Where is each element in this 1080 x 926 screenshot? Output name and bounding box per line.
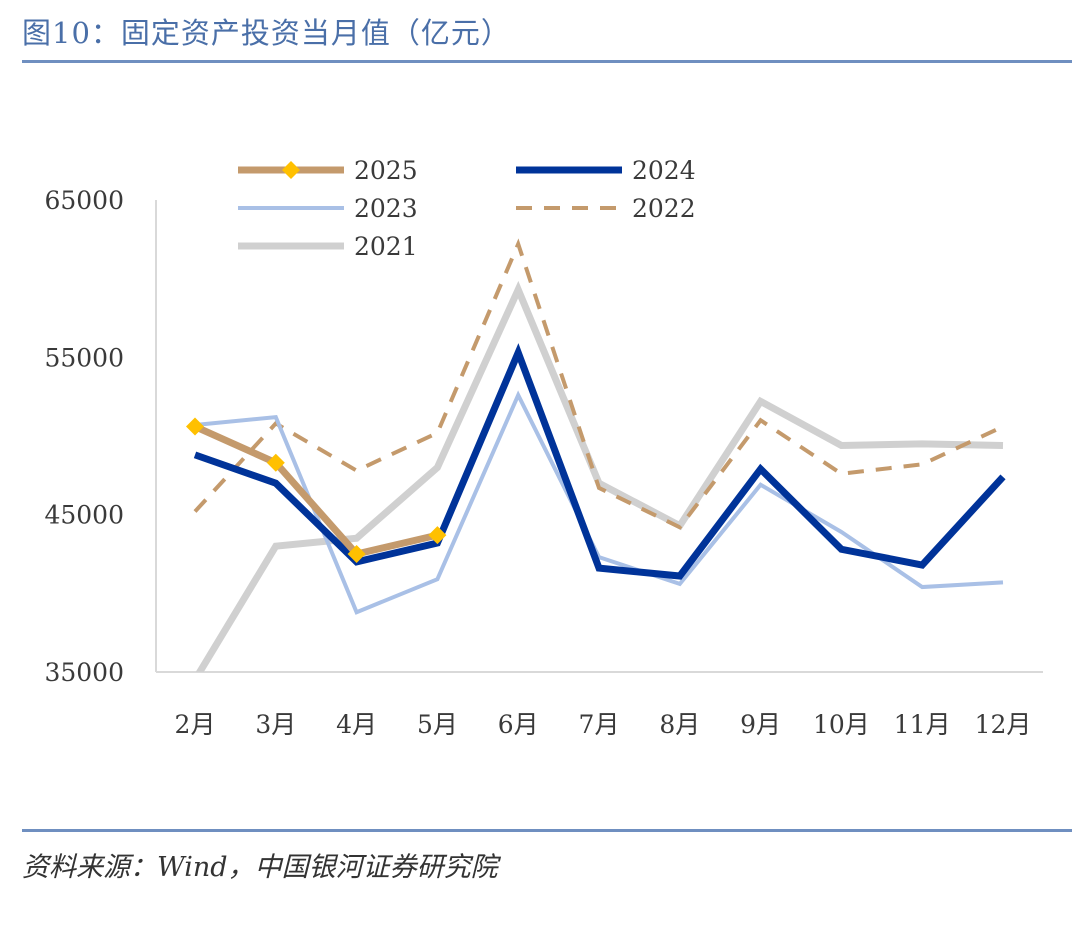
x-tick-label: 12月 bbox=[975, 710, 1032, 739]
y-tick-label: 35000 bbox=[44, 658, 124, 687]
source-divider bbox=[22, 829, 1072, 832]
legend-item-2021: 2021 bbox=[238, 232, 418, 261]
x-tick-label: 8月 bbox=[659, 710, 700, 739]
x-tick-label: 10月 bbox=[813, 710, 870, 739]
chart-axes: 35000 45000 55000 65000 2月 3月 4月 5月 6月 7月 8月 9月 10月 1… bbox=[44, 186, 1043, 739]
x-tick-label: 5月 bbox=[417, 710, 458, 739]
x-tick-label: 6月 bbox=[498, 710, 539, 739]
y-tick-label: 55000 bbox=[44, 343, 124, 372]
line-chart: 35000 45000 55000 65000 2月 3月 4月 5月 6月 7月 8月 9月 10月 1… bbox=[44, 156, 1043, 739]
series-point-2025 bbox=[266, 453, 285, 472]
legend-item-2022: 2022 bbox=[516, 194, 696, 223]
title-divider bbox=[22, 60, 1072, 63]
series-point-2025 bbox=[347, 545, 366, 563]
series-line-2022 bbox=[193, 238, 1004, 530]
source-note: 资料来源：Wind，中国银河证券研究院 bbox=[22, 852, 498, 883]
x-tick-label: 2月 bbox=[175, 710, 216, 739]
legend-label: 2024 bbox=[632, 156, 696, 185]
legend-label: 2025 bbox=[354, 156, 418, 185]
legend-marker bbox=[282, 161, 300, 179]
x-tick-label: 11月 bbox=[894, 710, 951, 739]
legend-item-2023: 2023 bbox=[238, 194, 418, 223]
series-line-2025 bbox=[193, 423, 439, 558]
y-tick-label: 65000 bbox=[44, 186, 124, 215]
series-line-2023 bbox=[194, 390, 1004, 615]
series-point-2025 bbox=[428, 526, 447, 545]
legend-label: 2023 bbox=[354, 194, 418, 223]
legend-label: 2022 bbox=[632, 194, 696, 223]
legend-label: 2021 bbox=[354, 232, 418, 261]
y-tick-label: 45000 bbox=[44, 501, 124, 530]
x-tick-label: 3月 bbox=[255, 710, 296, 739]
x-tick-label: 7月 bbox=[579, 710, 620, 739]
x-tick-label: 4月 bbox=[336, 710, 377, 739]
legend-item-2024: 2024 bbox=[516, 156, 696, 185]
legend-item-2025: 2025 bbox=[238, 156, 418, 185]
chart-legend: 2025 2024 2023 2022 2021 bbox=[238, 156, 696, 261]
chart-series bbox=[186, 238, 1006, 672]
chart-title: 图10：固定资产投资当月值（亿元） bbox=[22, 16, 511, 50]
series-line-2024 bbox=[193, 343, 1006, 580]
x-tick-label: 9月 bbox=[740, 710, 781, 739]
series-point-2025 bbox=[186, 417, 204, 436]
